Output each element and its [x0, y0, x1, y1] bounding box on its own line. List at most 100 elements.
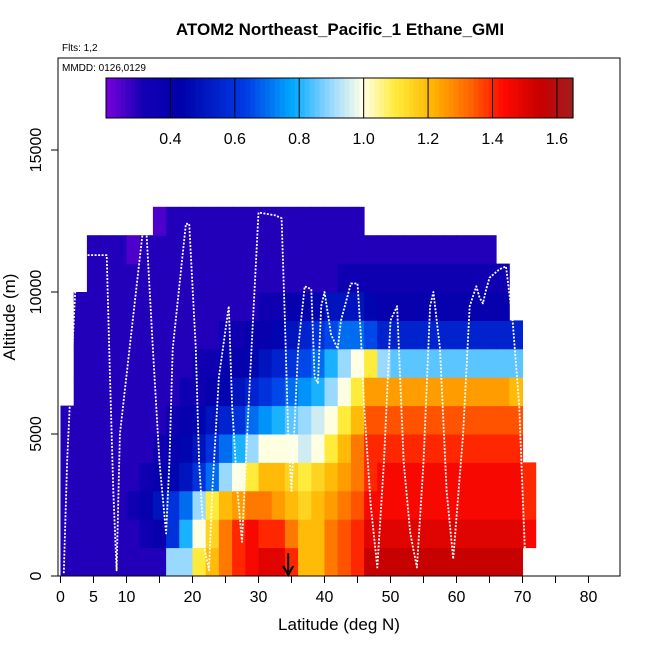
heatmap-cell — [60, 405, 75, 435]
heatmap-cell — [86, 235, 101, 265]
heatmap-cell — [284, 377, 299, 407]
heatmap-cell — [298, 519, 312, 549]
heatmap-cell — [509, 462, 523, 492]
colorbar-segment — [160, 78, 167, 118]
heatmap-cell — [113, 320, 127, 350]
heatmap-cell — [337, 434, 352, 463]
colorbar-segment — [493, 78, 500, 118]
heatmap-cell — [416, 348, 431, 378]
heatmap-cell — [100, 320, 114, 350]
heatmap-cell — [403, 320, 418, 350]
colorbar-segment — [215, 78, 221, 118]
heatmap-cell — [337, 348, 352, 378]
heatmap-cells — [60, 206, 537, 577]
heatmap-cell — [179, 320, 193, 350]
heatmap-cell — [258, 462, 273, 492]
heatmap-cell — [403, 377, 418, 407]
colorbar-segment — [448, 78, 455, 118]
heatmap-cell — [469, 320, 484, 350]
heatmap-cell — [60, 547, 75, 577]
heatmap-cell — [469, 235, 484, 265]
heatmap-cell — [73, 348, 88, 378]
heatmap-cell — [456, 547, 471, 577]
colorbar-segment — [359, 78, 365, 118]
colorbar-segment — [175, 78, 182, 118]
heatmap-cell — [416, 462, 431, 492]
heatmap-cell — [232, 263, 246, 293]
heatmap-cell — [179, 519, 193, 549]
heatmap-cell — [192, 320, 207, 350]
heatmap-cell — [364, 377, 378, 407]
heatmap-cell — [232, 462, 246, 492]
heatmap-cell — [350, 490, 365, 520]
heatmap-cell — [205, 377, 220, 407]
heatmap-cell — [271, 462, 286, 492]
heatmap-cell — [443, 235, 457, 265]
heatmap-cell — [403, 405, 418, 435]
colorbar-segment — [264, 78, 271, 118]
colorbar-segment — [349, 78, 356, 118]
heatmap-cell — [416, 490, 431, 520]
heatmap-cell — [166, 377, 180, 407]
heatmap-cell — [218, 490, 233, 520]
heatmap-cell — [403, 547, 418, 577]
heatmap-cell — [60, 519, 75, 549]
heatmap-cell — [324, 547, 339, 577]
y-axis: 0 5000 10000 15000 — [28, 128, 58, 580]
colorbar-segment — [344, 78, 351, 118]
heatmap-cell — [271, 320, 286, 350]
heatmap-cell — [73, 490, 88, 520]
heatmap-cell — [258, 405, 273, 435]
colorbar-segment — [528, 78, 534, 118]
colorbar-segment — [453, 78, 460, 118]
heatmap-cell — [139, 434, 154, 463]
heatmap-cell — [443, 348, 457, 378]
heatmap-cell — [469, 263, 484, 293]
heatmap-cell — [298, 348, 312, 378]
heatmap-cell — [482, 462, 497, 492]
heatmap-cell — [100, 377, 114, 407]
heatmap-cell — [218, 377, 233, 407]
heatmap-cell — [113, 263, 127, 293]
heatmap-cell — [245, 263, 259, 293]
heatmap-cell — [271, 547, 286, 577]
heatmap-cell — [430, 320, 444, 350]
heatmap-cell — [126, 462, 141, 492]
heatmap-cell — [496, 519, 510, 549]
heatmap-cell — [113, 462, 127, 492]
heatmap-cell — [482, 519, 497, 549]
heatmap-cell — [126, 434, 141, 463]
heatmap-cell — [311, 519, 325, 549]
heatmap-cell — [152, 206, 167, 236]
heatmap-cell — [416, 263, 431, 293]
heatmap-cell — [456, 490, 471, 520]
flights-label: Flts: 1,2 — [62, 43, 98, 54]
heatmap-cell — [456, 519, 471, 549]
heatmap-cell — [298, 462, 312, 492]
heatmap-cell — [482, 405, 497, 435]
heatmap-cell — [390, 377, 405, 407]
colorbar-segment — [170, 78, 177, 118]
colorbar-segment — [394, 78, 400, 118]
heatmap-cell — [469, 462, 484, 492]
heatmap-cell — [86, 348, 101, 378]
heatmap-cell — [496, 547, 510, 577]
colorbar-segment — [140, 78, 147, 118]
heatmap-cell — [443, 263, 457, 293]
heatmap-cell — [509, 348, 523, 378]
heatmap-cell — [232, 206, 246, 236]
heatmap-cell — [324, 490, 339, 520]
heatmap-cell — [258, 547, 273, 577]
heatmap-cell — [73, 405, 88, 435]
x-axis: 0 5 10 20 30 40 50 60 70 80 — [56, 576, 598, 606]
heatmap-cell — [482, 348, 497, 378]
x-tick-label: 70 — [514, 589, 532, 606]
heatmap-cell — [205, 490, 220, 520]
heatmap-cell — [430, 405, 444, 435]
colorbar-segment — [269, 78, 276, 118]
heatmap-cell — [509, 490, 523, 520]
heatmap-cell — [377, 292, 391, 321]
heatmap-cell — [311, 405, 325, 435]
heatmap-cell — [271, 434, 286, 463]
